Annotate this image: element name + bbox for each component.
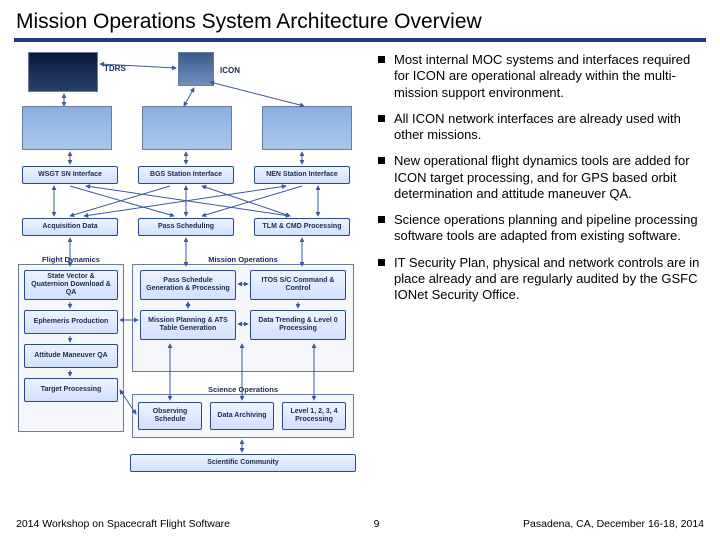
mission-ops-label: Mission Operations — [205, 255, 281, 264]
so-item-2: Level 1, 2, 3, 4 Processing — [282, 402, 346, 430]
fd-item-3: Target Processing — [24, 378, 118, 402]
bullet-list-panel: Most internal MOC systems and interfaces… — [378, 52, 706, 482]
acq-data-box: Acquisition Data — [22, 218, 118, 236]
mo-item-2: ITOS S/C Command & Control — [250, 270, 346, 300]
footer-left: 2014 Workshop on Spacecraft Flight Softw… — [16, 518, 230, 530]
bullet-item: Most internal MOC systems and interfaces… — [378, 52, 706, 101]
tlm-cmd-box: TLM & CMD Processing — [254, 218, 350, 236]
nen-interface-box: NEN Station Interface — [254, 166, 350, 184]
bullet-item: New operational flight dynamics tools ar… — [378, 153, 706, 202]
title-underline — [14, 38, 706, 42]
bullet-list: Most internal MOC systems and interfaces… — [378, 52, 706, 303]
architecture-diagram: TDRS ICON WSGT SN Interface BGS Station … — [14, 52, 364, 482]
wsgt-image — [22, 106, 112, 150]
fd-item-2: Attitude Maneuver QA — [24, 344, 118, 368]
mo-item-0: Pass Schedule Generation & Processing — [140, 270, 236, 300]
footer-right: Pasadena, CA, December 16-18, 2014 — [523, 518, 704, 530]
bullet-item: All ICON network interfaces are already … — [378, 111, 706, 144]
bullet-item: Science operations planning and pipeline… — [378, 212, 706, 245]
pass-sched-box: Pass Scheduling — [138, 218, 234, 236]
so-item-0: Observing Schedule — [138, 402, 202, 430]
content-row: TDRS ICON WSGT SN Interface BGS Station … — [0, 52, 720, 482]
mo-item-1: Mission Planning & ATS Table Generation — [140, 310, 236, 340]
footer: 2014 Workshop on Spacecraft Flight Softw… — [0, 518, 720, 530]
fd-item-1: Ephemeris Production — [24, 310, 118, 334]
scientific-community-box: Scientific Community — [130, 454, 356, 472]
tdrs-label: TDRS — [104, 64, 126, 73]
science-ops-label: Science Operations — [205, 385, 281, 394]
tdrs-image — [28, 52, 98, 92]
mo-item-3: Data Trending & Level 0 Processing — [250, 310, 346, 340]
so-item-1: Data Archiving — [210, 402, 274, 430]
icon-label: ICON — [220, 66, 240, 75]
wsgt-interface-box: WSGT SN Interface — [22, 166, 118, 184]
nen-image — [262, 106, 352, 150]
bullet-item: IT Security Plan, physical and network c… — [378, 255, 706, 304]
diagram-panel: TDRS ICON WSGT SN Interface BGS Station … — [14, 52, 364, 482]
footer-page: 9 — [374, 518, 380, 530]
fd-item-0: State Vector & Quaternion Download & QA — [24, 270, 118, 300]
bgs-image — [142, 106, 232, 150]
page-title: Mission Operations System Architecture O… — [0, 0, 720, 38]
icon-spacecraft-image — [178, 52, 214, 86]
flight-dynamics-label: Flight Dynamics — [39, 255, 103, 264]
bgs-interface-box: BGS Station Interface — [138, 166, 234, 184]
